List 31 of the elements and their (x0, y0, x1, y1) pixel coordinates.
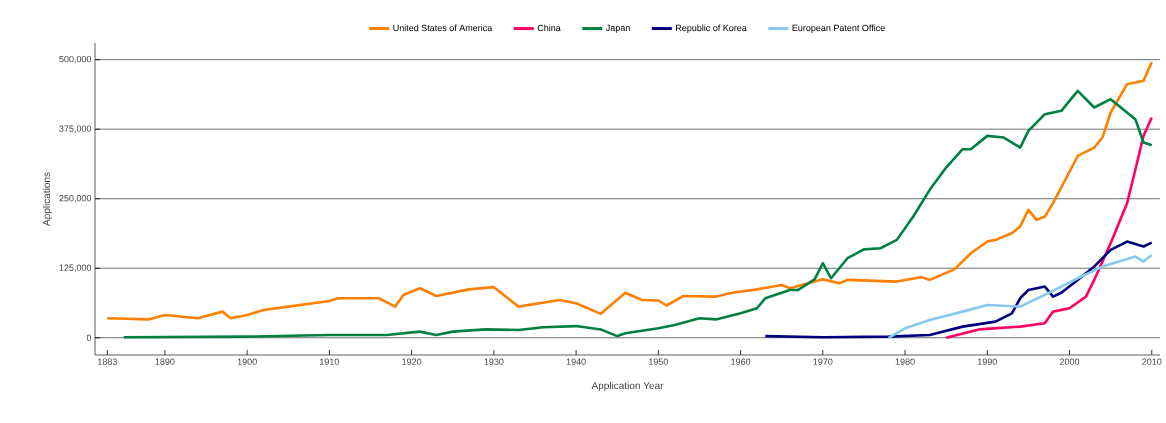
line-series (122, 89, 1154, 339)
line-series (944, 116, 1154, 340)
line-series (887, 253, 1154, 340)
x-tick-label: 1950 (649, 358, 668, 365)
legend-label: Republic of Korea (676, 24, 747, 33)
x-tick-label: 1960 (731, 358, 751, 365)
x-tick-label: 1890 (155, 358, 175, 365)
x-tick-label: 1940 (566, 358, 586, 365)
legend-label: European Patent Office (792, 24, 885, 33)
line-series (763, 240, 1154, 339)
x-tick-label: 1900 (237, 358, 257, 365)
x-tick-label: 1990 (977, 358, 997, 365)
line-series (106, 60, 1154, 321)
y-tick-label: 250,000 (59, 195, 92, 203)
x-tick-label: 2010 (1142, 358, 1162, 365)
y-tick-label: 125,000 (59, 264, 92, 272)
legend-label: United States of America (393, 24, 493, 32)
x-tick-label: 1980 (895, 358, 915, 365)
y-tick-label: 0 (86, 334, 92, 341)
x-tick-label: 2000 (1059, 358, 1080, 365)
x-axis-title: Application Year (591, 381, 664, 392)
x-tick-label: 1930 (484, 358, 504, 365)
x-tick-label: 1970 (813, 358, 833, 365)
y-axis-title: Applications (42, 172, 53, 226)
x-tick-label: 1920 (402, 358, 422, 365)
legend-label: Japan (605, 24, 630, 33)
x-tick-label: 1883 (98, 358, 117, 365)
x-tick-label: 1910 (320, 358, 340, 365)
y-tick-label: 500,000 (59, 55, 92, 64)
legend-label: China (537, 24, 561, 32)
y-tick-label: 375,000 (59, 125, 92, 133)
